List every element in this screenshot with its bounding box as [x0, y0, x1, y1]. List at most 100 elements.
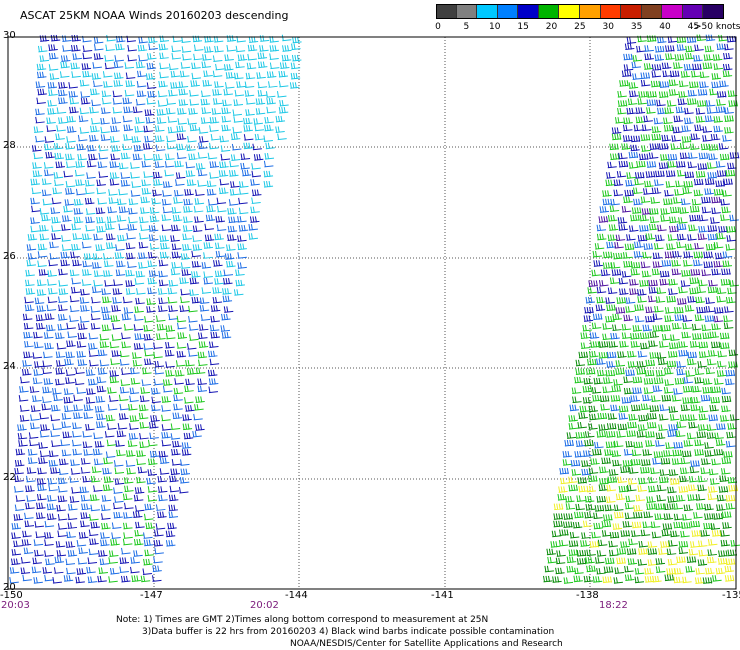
wind-barb — [690, 404, 701, 412]
wind-barb — [610, 404, 620, 412]
wind-barb — [689, 214, 699, 222]
wind-barb — [248, 36, 259, 43]
wind-barb — [113, 279, 123, 286]
wind-barb — [84, 187, 95, 195]
wind-barb — [105, 223, 115, 231]
wind-barb — [180, 62, 191, 69]
wind-barb — [708, 153, 718, 161]
wind-barb — [44, 342, 54, 350]
wind-barb — [70, 468, 81, 475]
wind-barb — [717, 350, 727, 358]
wind-barb — [92, 62, 102, 69]
wind-barb — [209, 117, 220, 124]
wind-barb — [197, 385, 208, 393]
wind-barb — [101, 306, 111, 314]
wind-barb — [54, 152, 65, 160]
wind-barb — [36, 305, 47, 313]
wind-barb — [670, 143, 681, 150]
wind-barb — [566, 432, 577, 439]
wind-barb — [716, 91, 727, 98]
wind-barb — [681, 331, 691, 339]
wind-barb — [140, 207, 150, 214]
wind-barb — [690, 541, 700, 548]
wind-barb — [221, 115, 232, 123]
wind-barb — [72, 259, 82, 267]
wind-barb — [202, 54, 212, 61]
wind-barb — [678, 486, 689, 493]
wind-barb — [110, 136, 120, 143]
wind-barb — [159, 251, 170, 259]
wind-barb — [719, 475, 729, 483]
wind-barb — [726, 235, 736, 242]
wind-barb — [630, 333, 640, 340]
wind-barb — [201, 107, 212, 114]
wind-barb — [601, 520, 612, 528]
wind-barb — [646, 35, 657, 42]
wind-barb — [173, 403, 183, 411]
wind-barb — [605, 441, 616, 449]
wind-barb — [80, 520, 90, 528]
wind-barb — [26, 244, 37, 251]
wind-barb — [142, 143, 153, 150]
wind-barb — [32, 377, 43, 385]
wind-barb — [63, 388, 74, 395]
wind-barb — [708, 468, 719, 476]
wind-barb — [159, 457, 170, 465]
wind-barb — [634, 178, 644, 186]
wind-barb — [22, 530, 32, 538]
wind-barb — [69, 97, 80, 105]
wind-barb — [185, 170, 196, 177]
wind-barb — [35, 135, 45, 143]
wind-barb — [23, 351, 33, 359]
wind-barb — [236, 81, 246, 88]
wind-barb — [178, 99, 189, 106]
wind-barb — [664, 574, 675, 582]
wind-barb — [186, 179, 197, 187]
wind-barb — [663, 198, 673, 206]
wind-barb — [640, 72, 651, 80]
wind-barb — [574, 567, 584, 575]
wind-barb — [665, 170, 676, 178]
wind-barb — [718, 34, 728, 42]
wind-barb — [682, 385, 693, 393]
latitude-label: 20 — [3, 582, 16, 593]
wind-barb — [701, 458, 711, 466]
wind-barb — [121, 547, 131, 555]
wind-barb — [643, 243, 653, 250]
wind-barb — [87, 557, 98, 564]
wind-barb — [172, 440, 182, 448]
wind-barb — [65, 180, 76, 188]
wind-barb — [94, 406, 105, 413]
wind-barb — [644, 45, 654, 52]
wind-barb — [648, 295, 658, 303]
wind-barb — [655, 440, 665, 447]
wind-barb — [216, 224, 227, 232]
wind-barb — [116, 449, 126, 457]
wind-barb — [55, 378, 65, 386]
wind-barb — [131, 575, 141, 582]
wind-barb — [218, 170, 229, 177]
wind-barb — [122, 143, 132, 151]
wind-barb — [664, 251, 675, 259]
wind-barb — [58, 468, 69, 475]
wind-barb — [100, 539, 110, 547]
wind-barb — [39, 450, 50, 458]
wind-barb — [115, 269, 126, 277]
wind-barb — [633, 124, 644, 132]
wind-barb — [698, 279, 708, 287]
wind-barb — [83, 404, 94, 412]
wind-barb — [729, 152, 740, 159]
wind-barb — [616, 431, 626, 438]
wind-barb — [710, 523, 721, 530]
wind-barb — [729, 280, 739, 287]
wind-barb — [600, 404, 610, 411]
wind-barb — [690, 520, 701, 528]
wind-barb — [123, 106, 133, 114]
wind-barb — [184, 189, 194, 196]
wind-barb — [589, 541, 600, 548]
wind-barb — [638, 91, 648, 98]
wind-barb — [657, 224, 667, 232]
wind-barb — [103, 253, 113, 260]
wind-barb — [42, 396, 52, 404]
wind-barb — [165, 361, 175, 368]
